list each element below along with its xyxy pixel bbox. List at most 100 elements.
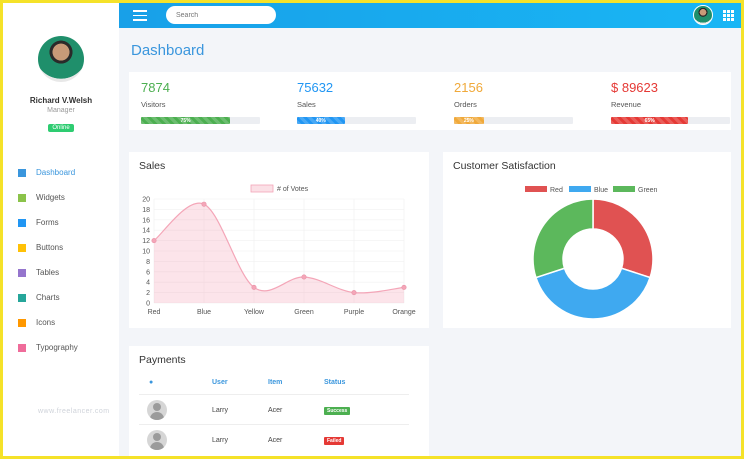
stats-panel: 7874 Visitors 75% 75632 Sales 40% 2156 Orders 25… [129, 72, 731, 130]
sidebar-item-typography[interactable]: Typography [3, 335, 119, 360]
search-input[interactable] [166, 6, 276, 24]
stat-label: Revenue [611, 100, 642, 109]
donut-slice-red[interactable] [592, 198, 654, 279]
legend-label: Blue [594, 187, 608, 194]
data-point[interactable] [201, 201, 207, 207]
dashboard-icon [18, 168, 26, 177]
y-tick-label: 8 [146, 259, 150, 266]
sidebar-item-dashboard[interactable]: Dashboard [3, 160, 119, 185]
x-tick-label: Purple [344, 309, 364, 316]
progress-fill: 65% [611, 117, 689, 124]
sidebar-item-icons[interactable]: Icons [3, 310, 119, 335]
row-user: Larry [212, 407, 228, 414]
legend-label: Green [638, 187, 658, 194]
icons-icon [18, 318, 26, 327]
sidebar-item-label: Tables [36, 268, 60, 277]
y-tick-label: 6 [146, 269, 150, 276]
satisfaction-chart: Red Blue Green [525, 186, 658, 320]
column-status[interactable]: Status [324, 379, 346, 386]
payments-card-title: Payments [139, 354, 186, 366]
sidebar-item-label: Dashboard [36, 168, 76, 177]
progress-fill: 75% [141, 117, 231, 124]
stat-value: $ 89623 [611, 80, 658, 95]
profile-role: Manager [47, 107, 75, 114]
data-point[interactable] [401, 284, 407, 290]
y-tick-label: 0 [146, 301, 150, 308]
legend-label: Red [550, 187, 563, 194]
sidebar-item-forms[interactable]: Forms [3, 210, 119, 235]
data-point[interactable] [351, 290, 357, 296]
status-badge: Success [324, 407, 351, 415]
sidebar-item-buttons[interactable]: Buttons [3, 235, 119, 260]
stat-sales: 75632 Sales 40% [297, 72, 437, 130]
tables-icon [18, 268, 26, 277]
column-user[interactable]: User [212, 379, 228, 386]
progress-fill: 40% [297, 117, 345, 124]
payments-card: Payments ● User Item Status Larry Acer S… [129, 346, 429, 456]
sidebar-item-label: Charts [36, 293, 60, 302]
sidebar-item-label: Typography [36, 343, 78, 352]
sales-card: Sales 0 2 4 6 8 10 12 14 16 18 20 Red Blue Yellow Gree… [129, 152, 429, 328]
sales-chart: 0 2 4 6 8 10 12 14 16 18 20 Red Blue Yellow Green Purpl… [142, 184, 416, 316]
x-tick-label: Blue [197, 309, 211, 316]
user-column-icon: ● [149, 379, 154, 386]
x-tick-label: Orange [392, 309, 415, 316]
stat-revenue: $ 89623 Revenue 65% [611, 72, 744, 130]
apps-grid-icon[interactable] [723, 10, 734, 21]
legend-label: # of Votes [277, 186, 309, 193]
sales-card-title: Sales [139, 160, 166, 172]
row-item: Acer [268, 437, 283, 444]
topbar [119, 3, 741, 28]
avatar[interactable] [38, 36, 84, 82]
x-tick-label: Red [148, 309, 161, 316]
stat-visitors: 7874 Visitors 75% [141, 72, 281, 130]
table-divider [139, 394, 409, 395]
y-tick-label: 16 [142, 217, 150, 224]
sidebar-item-label: Icons [36, 318, 56, 327]
y-tick-label: 20 [142, 197, 150, 204]
row-item: Acer [268, 407, 283, 414]
stat-label: Sales [297, 100, 316, 109]
widgets-icon [18, 193, 26, 202]
progress-fill: 25% [454, 117, 484, 124]
satisfaction-card-title: Customer Satisfaction [453, 160, 556, 172]
user-avatar[interactable] [693, 5, 713, 25]
sidebar-item-tables[interactable]: Tables [3, 260, 119, 285]
forms-icon [18, 218, 26, 227]
y-tick-label: 2 [146, 290, 150, 297]
legend-swatch [569, 186, 591, 192]
data-point[interactable] [251, 284, 257, 290]
stat-label: Orders [454, 100, 477, 109]
x-tick-label: Yellow [244, 309, 265, 316]
typography-icon [18, 343, 26, 352]
stat-label: Visitors [141, 100, 166, 109]
y-tick-label: 18 [142, 207, 150, 214]
sidebar-item-widgets[interactable]: Widgets [3, 185, 119, 210]
legend-swatch [525, 186, 547, 192]
charts-icon [18, 293, 26, 302]
status-badge: Online [48, 124, 74, 132]
profile-name: Richard V.Welsh [29, 96, 93, 105]
table-divider [139, 424, 409, 425]
column-item[interactable]: Item [268, 379, 283, 386]
legend-swatch [613, 186, 635, 192]
sidebar-item-label: Forms [36, 218, 59, 227]
data-point[interactable] [301, 274, 307, 280]
row-avatar [147, 430, 167, 450]
status-badge: Failed [324, 437, 345, 445]
y-tick-label: 12 [142, 238, 150, 245]
donut-slice-green[interactable] [532, 198, 594, 279]
stat-value: 2156 [454, 80, 483, 95]
donut-slice-blue[interactable] [534, 267, 652, 320]
page-title: Dashboard [131, 42, 205, 59]
progress-bar: 40% [297, 117, 416, 124]
y-tick-label: 4 [146, 280, 150, 287]
watermark: www.freelancer.com [38, 408, 110, 415]
sidebar-nav: Dashboard Widgets Forms Buttons Tables Charts… [3, 160, 119, 360]
sidebar-item-charts[interactable]: Charts [3, 285, 119, 310]
progress-bar: 25% [454, 117, 573, 124]
menu-toggle-icon[interactable] [133, 10, 147, 21]
data-point[interactable] [151, 238, 157, 244]
sidebar-item-label: Buttons [36, 243, 64, 252]
y-tick-label: 14 [142, 228, 150, 235]
